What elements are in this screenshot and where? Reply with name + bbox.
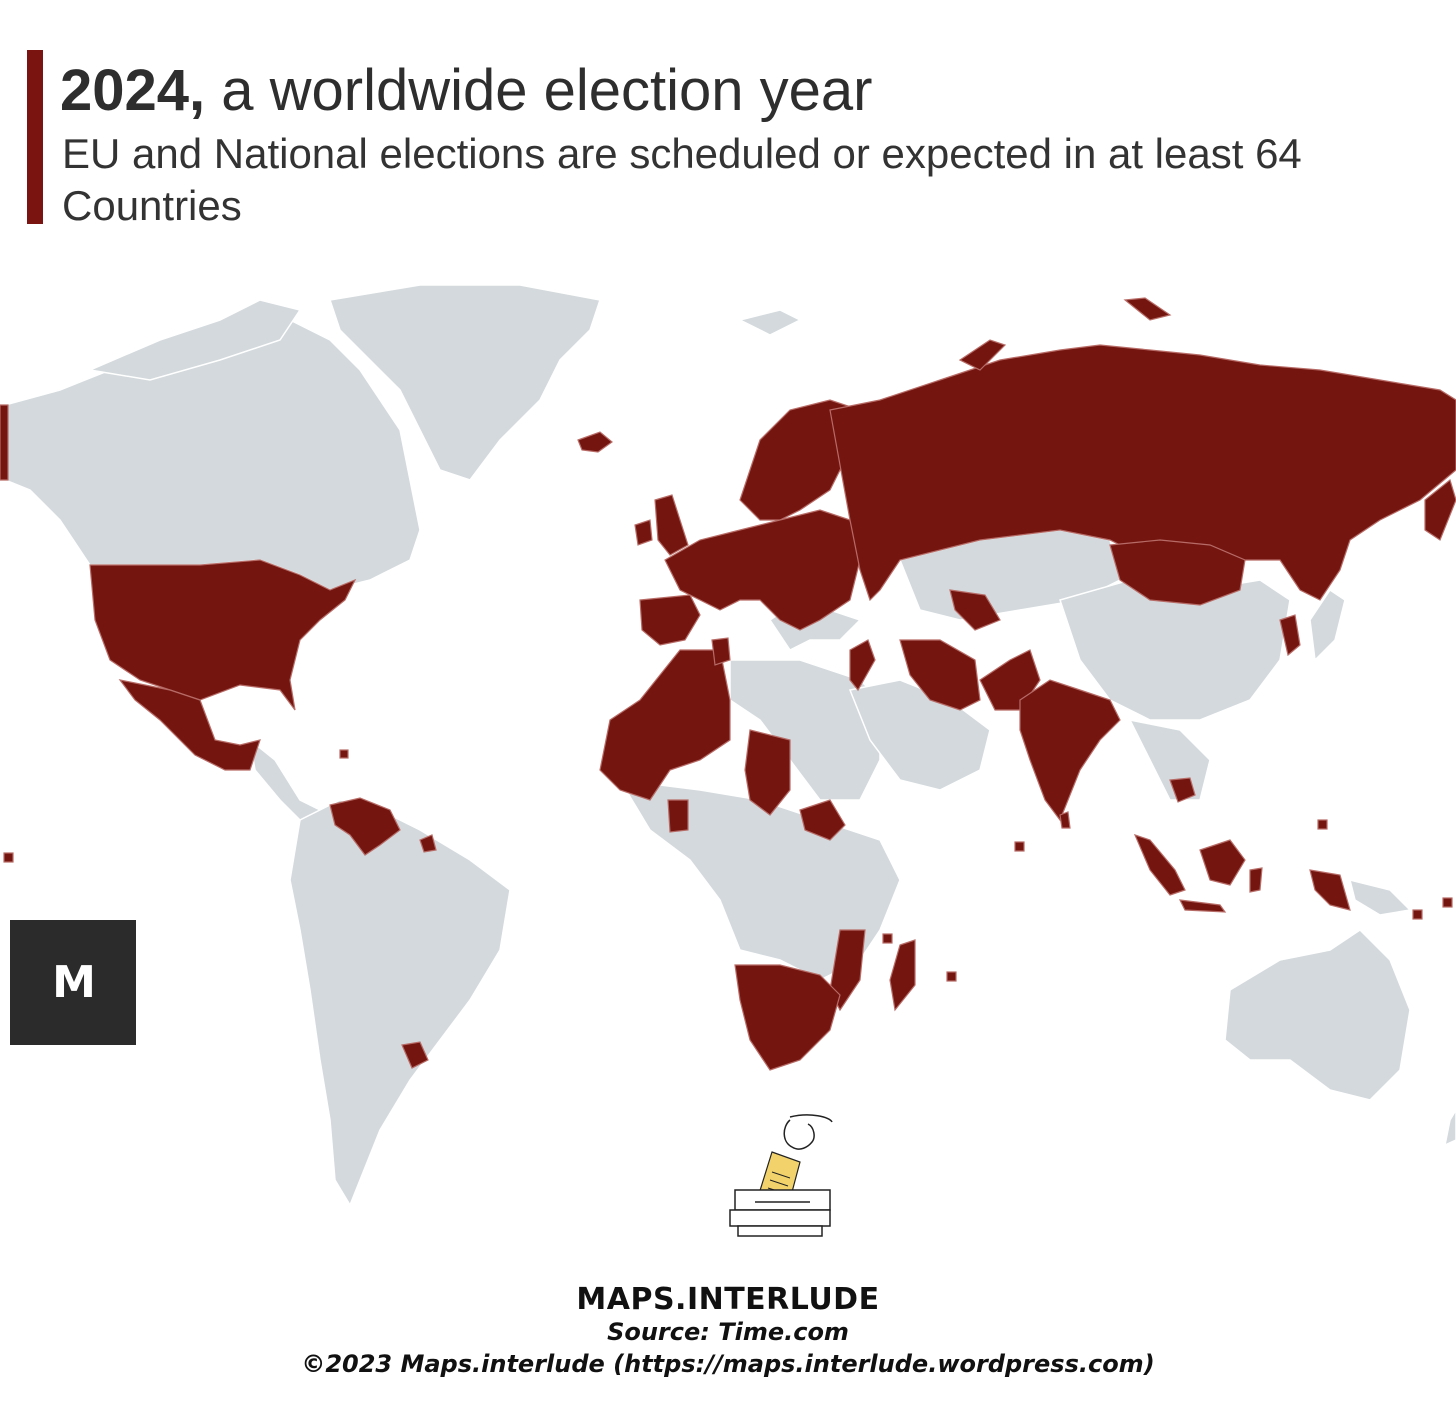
country-chad (744, 729, 791, 816)
footer-copyright: ©2023 Maps.interlude (https://maps.inter… (301, 1350, 1155, 1378)
country-iceland (577, 431, 613, 453)
island-marker (946, 971, 957, 982)
country-alaska-edge (0, 404, 9, 481)
country-cambodia (1169, 777, 1196, 803)
island-marker (3, 852, 14, 863)
country-iran (899, 639, 981, 711)
land-south-america (289, 799, 511, 1207)
country-mexico (118, 679, 261, 771)
page-title: 2024, a worldwide election year (60, 58, 873, 123)
country-algeria-mali (599, 649, 731, 801)
country-usa (89, 559, 357, 711)
land-japan (1309, 588, 1346, 662)
country-venezuela (329, 797, 401, 856)
country-iberia (639, 594, 701, 646)
country-pakistan (979, 649, 1041, 711)
country-tunisia (711, 637, 731, 666)
land-greenland (329, 284, 601, 481)
country-south-korea (1279, 614, 1301, 657)
land-australia (1224, 929, 1411, 1101)
map-election-countries (0, 297, 1456, 1071)
country-europe (664, 509, 861, 631)
country-uruguay (401, 1041, 429, 1069)
country-russia-north-island (958, 339, 1007, 371)
country-caucasus (949, 589, 1001, 631)
country-indonesia-sumatra (1133, 834, 1186, 896)
country-madagascar (889, 939, 916, 1012)
country-russia-far-island (1123, 297, 1172, 321)
world-map (0, 284, 1456, 1207)
ballot-box-icon (729, 1114, 833, 1237)
country-southern-africa (734, 964, 841, 1071)
logo-badge: M (10, 920, 136, 1045)
country-ireland (634, 519, 653, 546)
land-north-africa (729, 659, 881, 801)
country-mozambique (829, 929, 866, 1012)
country-sakhalin-japan-edge (1424, 478, 1456, 541)
country-mongolia (1109, 539, 1246, 606)
country-levant (849, 639, 876, 692)
country-uk (654, 494, 689, 556)
country-suriname (419, 834, 437, 853)
country-indonesia-sulawesi (1249, 867, 1263, 893)
logo-mark: M (52, 957, 96, 1008)
land-svalbard (737, 309, 802, 336)
island-marker (1412, 909, 1423, 920)
page-subtitle: EU and National elections are scheduled … (62, 130, 1302, 229)
island-marker (882, 933, 893, 944)
land-central-america (248, 738, 322, 821)
land-arctic-islands (87, 299, 302, 381)
island-marker (1317, 819, 1328, 830)
country-indonesia-borneo (1199, 839, 1246, 886)
land-new-guinea (1348, 878, 1412, 916)
country-south-sudan (799, 799, 846, 841)
country-sri-lanka (1059, 811, 1071, 829)
country-indonesia-east (1309, 869, 1351, 911)
footer-brand: MAPS.INTERLUDE (576, 1282, 880, 1317)
country-russia (829, 344, 1456, 602)
land-southeast-asia (1128, 718, 1211, 801)
country-india (1019, 679, 1121, 822)
island-marker (339, 749, 349, 759)
island-marker (1014, 841, 1025, 852)
land-nz (1443, 1108, 1456, 1147)
country-indonesia-java (1178, 899, 1227, 913)
footer-source: Source: Time.com (607, 1318, 849, 1346)
accent-bar (27, 50, 43, 224)
country-ghana (667, 799, 689, 833)
island-marker (1442, 897, 1453, 908)
